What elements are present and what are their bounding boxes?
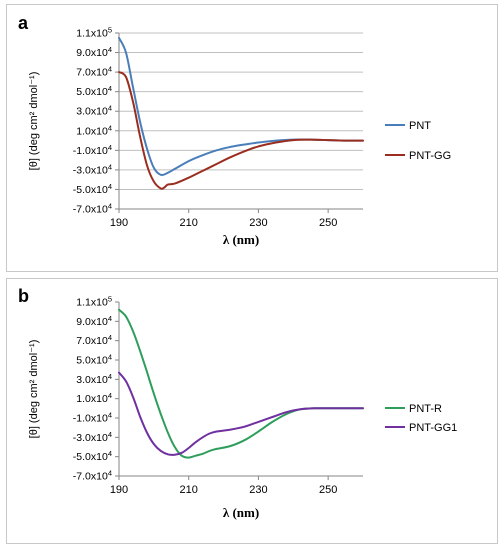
panel-label-a: a [18,13,29,33]
y-tick-label-b-9: -7.0x104 [73,468,112,483]
y-tick-label-b-7: -3.0x104 [73,429,112,444]
x-tick-label-b-3: 250 [319,484,337,496]
x-axis-label-a: λ (nm) [223,232,259,247]
y-tick-label-a-2: 7.0x104 [76,64,112,79]
x-axis-label-b: λ (nm) [223,505,259,520]
y-tick-label-a-6: -1.0x104 [73,142,112,157]
legend-label-pnt-gg1: PNT-GG1 [409,422,457,434]
series-line-pnt [118,36,364,176]
y-tick-label-a-1: 9.0x104 [76,45,112,60]
chart-panel-b: b 1.1x105 9.0x104 7.0x104 5.0x104 3.0x104 1.0x… [6,278,498,544]
x-tick-label-b-0: 190 [110,484,128,496]
series-line-pnt-gg1 [118,371,364,456]
y-tick-label-b-4: 3.0x104 [76,371,112,386]
y-tick-label-b-8: -5.0x104 [73,449,112,464]
y-tick-label-a-8: -5.0x104 [73,181,112,196]
y-tick-label-a-5: 1.0x104 [76,123,112,138]
y-tick-label-b-5: 1.0x104 [76,391,112,406]
x-tick-label-a-1: 210 [180,217,198,229]
y-tick-label-b-2: 7.0x104 [76,333,112,348]
y-tick-label-a-3: 5.0x104 [76,84,112,99]
x-tick-label-a-2: 230 [249,217,267,229]
y-tick-label-a-0: 1.1x105 [76,25,112,40]
chart-b-svg: b 1.1x105 9.0x104 7.0x104 5.0x104 3.0x104 1.0x… [18,286,457,520]
panel-label-b: b [18,286,29,306]
series-line-pnt-r [118,308,364,459]
x-tick-label-b-1: 210 [180,484,198,496]
legend-label-pnt-r: PNT-R [409,403,442,415]
chart-a-svg: a 1.1x105 9.0x104 7.0x104 5.0x104 3.0x104 1.0x… [18,13,451,247]
legend-label-pnt-gg: PNT-GG [409,150,451,162]
x-tick-label-a-3: 250 [319,217,337,229]
x-tick-label-b-2: 230 [249,484,267,496]
y-tick-label-a-7: -3.0x104 [73,162,112,177]
y-axis-label-b: [θ] (deg cm² dmol⁻¹) [28,340,40,439]
series-line-pnt-gg [118,71,364,190]
y-axis-label-a: [θ] (deg cm² dmol⁻¹) [28,72,40,171]
y-tick-label-a-4: 3.0x104 [76,103,112,118]
y-tick-label-b-6: -1.0x104 [73,410,112,425]
y-tick-label-b-3: 5.0x104 [76,352,112,367]
x-tick-label-a-0: 190 [110,217,128,229]
y-tick-label-b-1: 9.0x104 [76,313,112,328]
chart-panel-a: a 1.1x105 9.0x104 7.0x104 5.0x104 3.0x104 1.0x… [6,4,498,272]
y-tick-label-b-0: 1.1x105 [76,294,112,309]
legend-label-pnt: PNT [409,120,431,132]
y-tick-label-a-9: -7.0x104 [73,201,112,216]
